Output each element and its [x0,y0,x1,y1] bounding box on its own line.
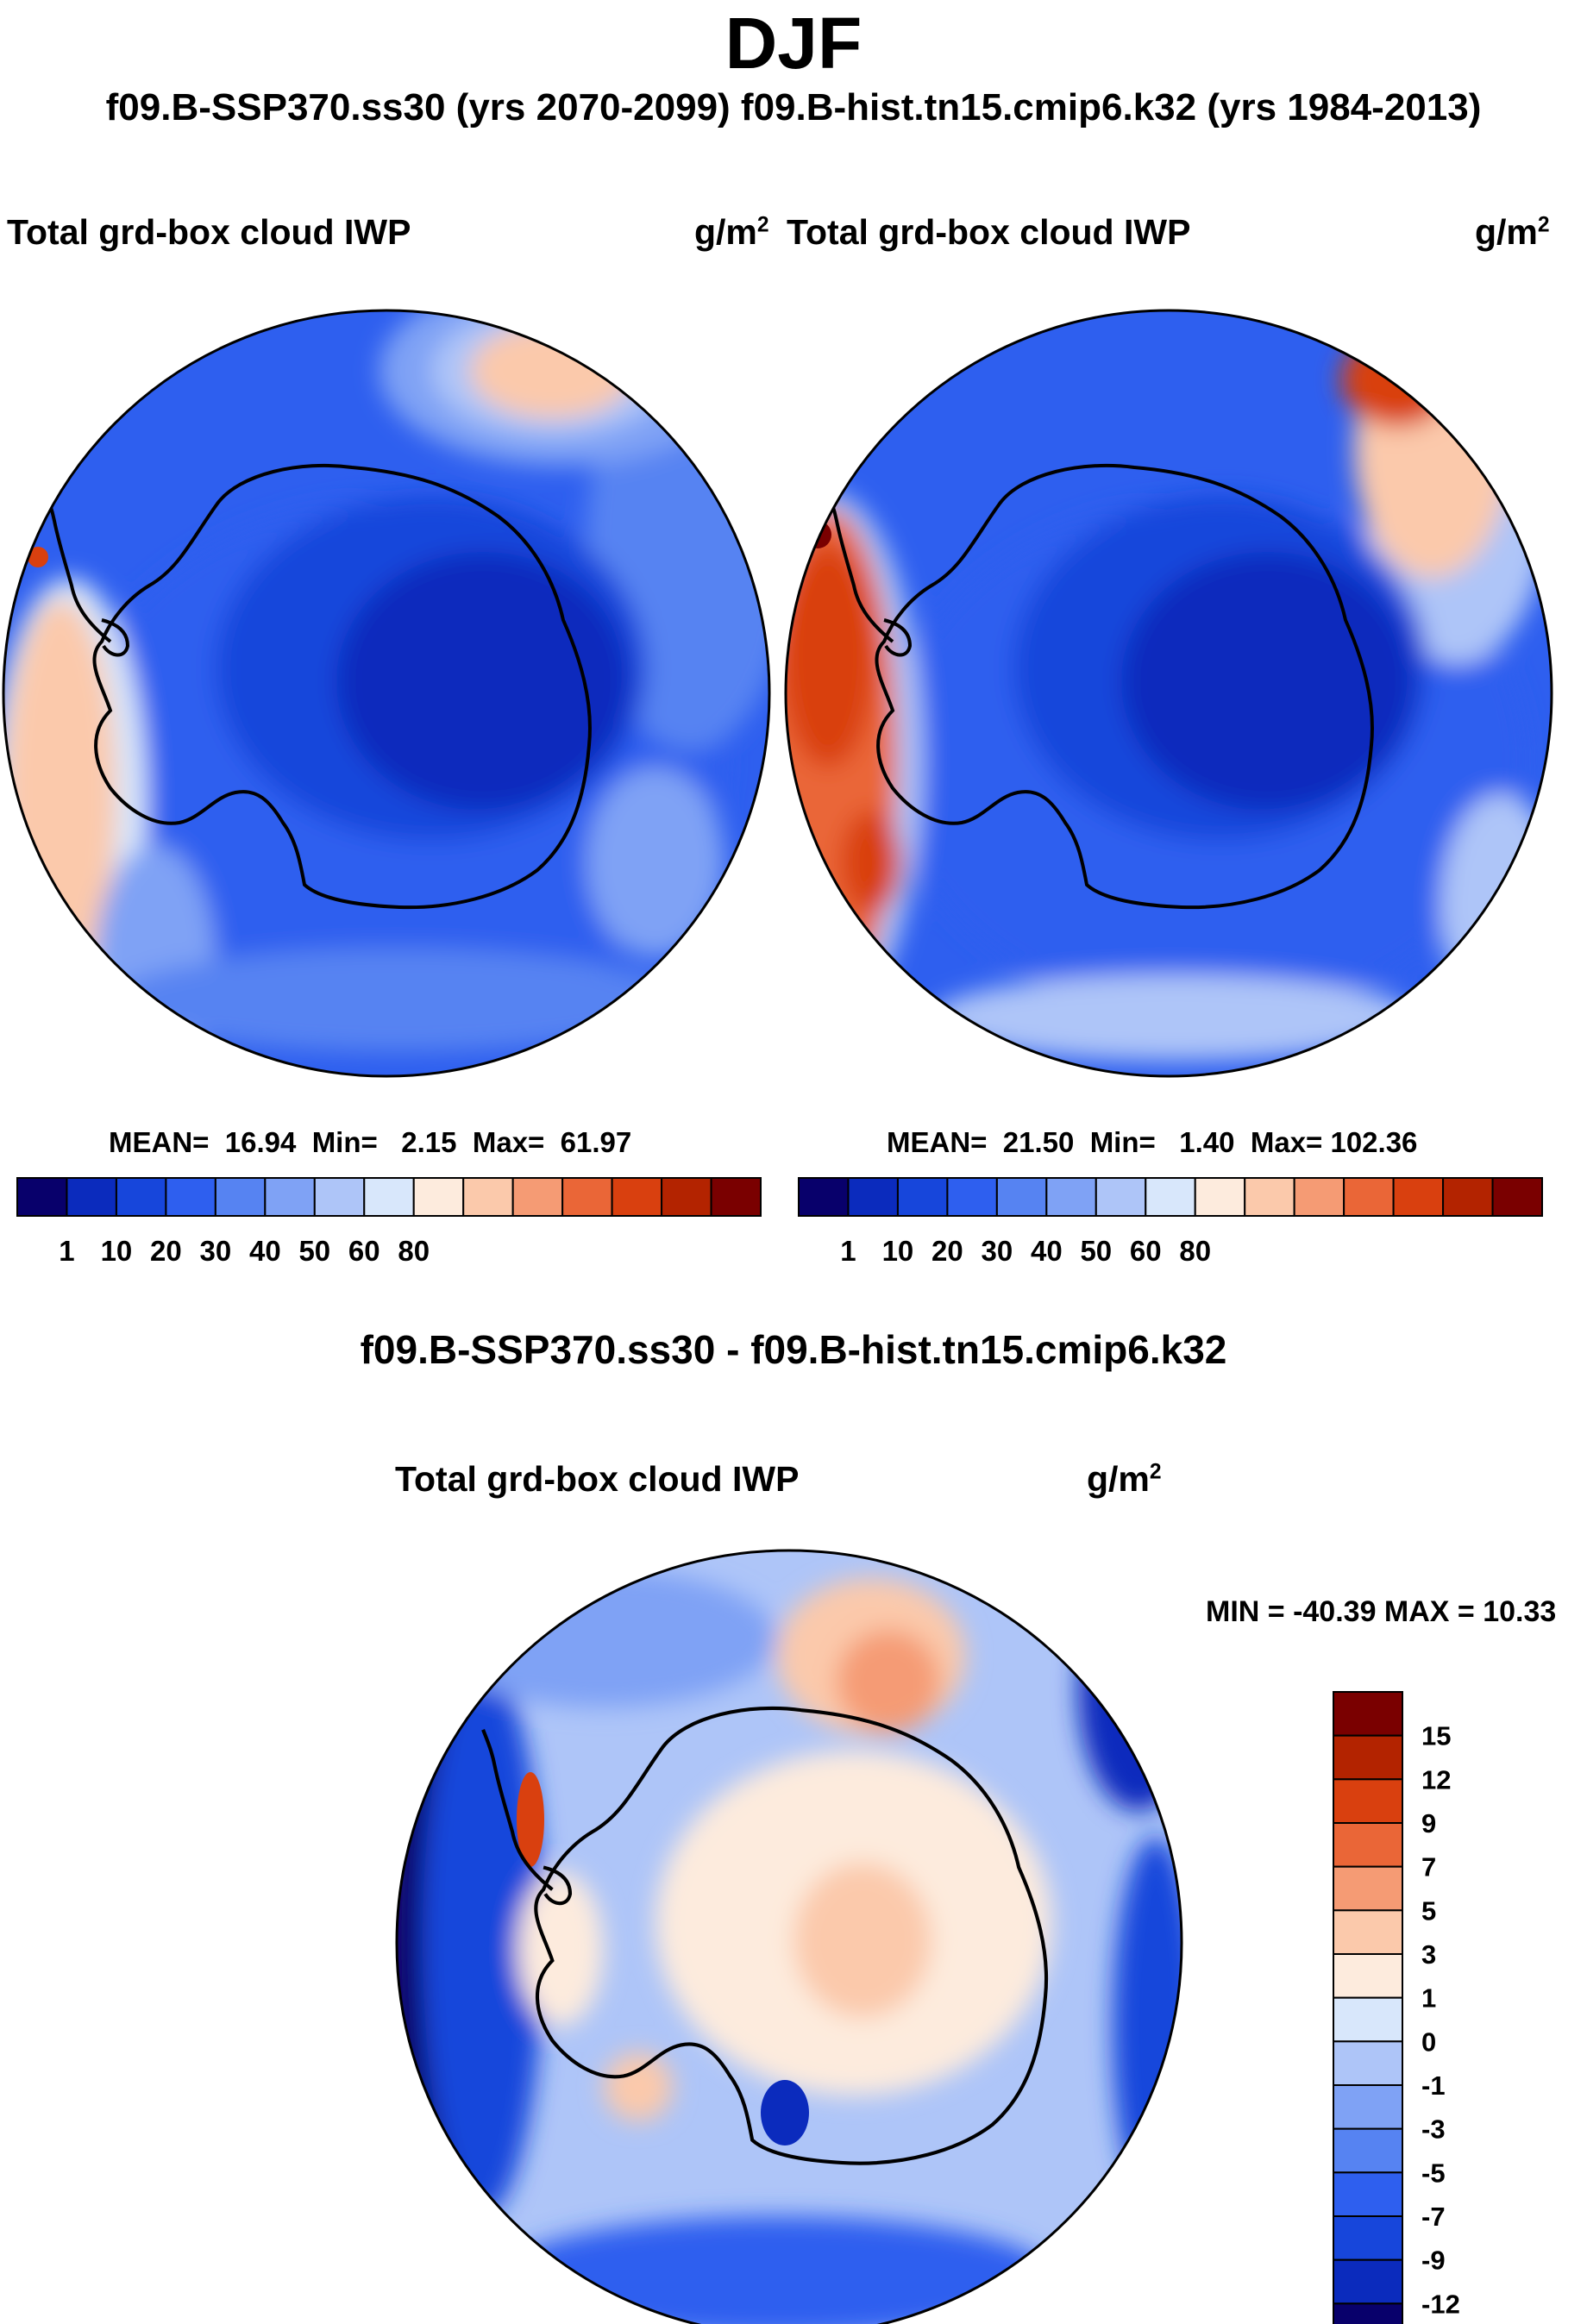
right-colorbar-swatch [946,1177,998,1217]
diff-colorbar-swatch [1333,1953,1403,1999]
right-colorbar-tick-label: 1 [840,1235,856,1267]
left-colorbar-tick-label: 30 [200,1235,232,1267]
right-colorbar-swatch [1244,1177,1295,1217]
left-colorbar-swatch [561,1177,613,1217]
diff-panel-units: g/m2 [1087,1459,1162,1499]
diff-colorbar-swatch [1333,1822,1403,1868]
left-panel-stats: MEAN= 16.94 Min= 2.15 Max= 61.97 [109,1126,632,1158]
diff-colorbar-tick-label: 15 [1421,1721,1451,1751]
right-colorbar-swatch [1095,1177,1147,1217]
diff-colorbar-tick-label: -9 [1421,2246,1446,2276]
left-colorbar-tick-label: 40 [249,1235,281,1267]
right-colorbar-swatch [896,1177,949,1217]
right-colorbar-swatch [1491,1177,1543,1217]
left-colorbar-tick-label: 50 [298,1235,330,1267]
right-colorbar-swatch [798,1177,850,1217]
diff-colorbar-swatch [1333,1909,1403,1955]
difference-heading: f09.B-SSP370.ss30 - f09.B-hist.tn15.cmip… [360,1327,1227,1372]
left-colorbar-tick-label: 80 [398,1235,430,1267]
left-colorbar-swatch [264,1177,316,1217]
diff-colorbar-swatch [1333,2127,1403,2174]
left-colorbar-swatch [511,1177,564,1217]
left-colorbar-tick-label: 10 [101,1235,133,1267]
season-title: DJF [724,3,862,84]
diff-colorbar-tick-label: 7 [1421,1852,1436,1882]
right-colorbar-tick-label: 30 [982,1235,1013,1267]
right-panel-stats: MEAN= 21.50 Min= 1.40 Max= 102.36 [887,1126,1418,1158]
left-polar-map [2,309,771,1078]
right-panel-title: Total grd-box cloud IWP [787,212,1191,252]
right-colorbar-tick-label: 40 [1031,1235,1063,1267]
right-colorbar-swatch [1442,1177,1494,1217]
right-colorbar-swatch [1045,1177,1097,1217]
left-colorbar-tick-label: 1 [59,1235,74,1267]
left-colorbar-swatch [462,1177,514,1217]
diff-colorbar-swatch [1333,1734,1403,1781]
right-colorbar-tick-label: 20 [932,1235,963,1267]
right-colorbar-swatch [1392,1177,1445,1217]
diff-colorbar-swatch [1333,1778,1403,1824]
left-panel-title: Total grd-box cloud IWP [7,212,411,252]
left-colorbar-swatch [66,1177,117,1217]
right-colorbar-swatch [1293,1177,1346,1217]
diff-colorbar-swatch [1333,1996,1403,2043]
diff-colorbar-tick-label: -3 [1421,2114,1446,2145]
right-colorbar-swatch [1343,1177,1395,1217]
left-colorbar: 1 10 20 30 40 50 60 80 [16,1177,762,1267]
right-colorbar-swatch [1145,1177,1196,1217]
diff-colorbar-swatch [1333,2302,1403,2324]
left-colorbar-swatch [611,1177,663,1217]
right-colorbar-tick-label: 60 [1130,1235,1162,1267]
left-colorbar-swatch [313,1177,366,1217]
difference-polar-map [395,1549,1183,2324]
diff-colorbar-tick-label: -7 [1421,2202,1446,2232]
left-colorbar-tick-label: 60 [348,1235,380,1267]
left-colorbar-swatch [412,1177,465,1217]
diff-colorbar-swatch [1333,2040,1403,2086]
diff-colorbar-tick-label: 3 [1421,1939,1436,1970]
right-colorbar-swatch [1194,1177,1246,1217]
diff-colorbar-tick-label: 1 [1421,1983,1436,2014]
left-colorbar-swatch [710,1177,762,1217]
diff-colorbar-tick-label: 0 [1421,2026,1436,2057]
diff-colorbar-tick-label: -5 [1421,2158,1446,2188]
right-polar-map [784,309,1553,1078]
diff-colorbar-swatch [1333,2258,1403,2305]
left-colorbar-swatch [661,1177,712,1217]
diff-colorbar-tick-label: -1 [1421,2070,1446,2101]
diff-colorbar-swatch [1333,2215,1403,2261]
experiments-subtitle: f09.B-SSP370.ss30 (yrs 2070-2099) f09.B-… [105,86,1482,128]
right-colorbar-swatch [995,1177,1048,1217]
diff-colorbar-swatch [1333,1691,1403,1737]
diff-colorbar-swatch [1333,1865,1403,1912]
diff-colorbar-tick-label: 5 [1421,1895,1436,1926]
right-panel-units: g/m2 [1475,212,1550,252]
left-colorbar-swatch [115,1177,167,1217]
right-colorbar-tick-label: 80 [1179,1235,1211,1267]
diff-panel-minmax: MIN = -40.39 MAX = 10.33 [1206,1595,1557,1628]
diff-colorbar-tick-label: 12 [1421,1764,1451,1795]
right-colorbar-tick-label: 50 [1080,1235,1112,1267]
left-colorbar-tick-label: 20 [150,1235,182,1267]
diff-colorbar-swatch [1333,2084,1403,2130]
diff-colorbar-swatch [1333,2171,1403,2217]
right-colorbar-swatch [847,1177,899,1217]
left-colorbar-swatch [363,1177,415,1217]
left-colorbar-swatch [214,1177,267,1217]
left-panel-units: g/m2 [694,212,769,252]
diff-colorbar-tick-label: -12 [1421,2289,1460,2319]
diff-colorbar-tick-label: 9 [1421,1808,1436,1839]
left-colorbar-swatch [165,1177,216,1217]
right-colorbar: 1 10 20 30 40 50 60 80 [798,1177,1543,1267]
left-colorbar-swatch [16,1177,68,1217]
right-colorbar-tick-label: 10 [882,1235,914,1267]
diff-panel-title: Total grd-box cloud IWP [395,1459,800,1499]
